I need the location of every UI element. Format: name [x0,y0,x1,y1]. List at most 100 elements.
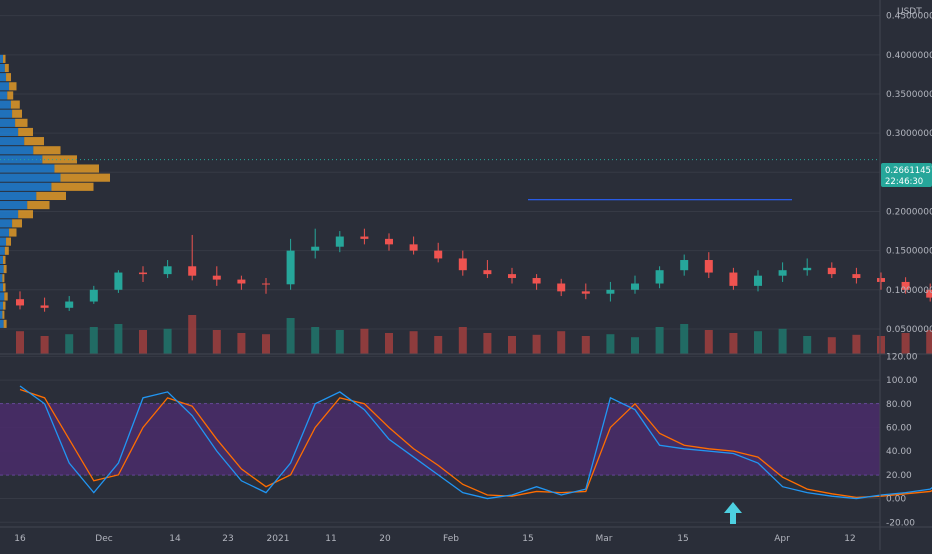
stoch-tick-label: 80.00 [886,400,912,410]
volume-profile-bar [3,264,7,274]
volume-bar [40,336,49,354]
volume-profile-bar [3,319,7,328]
candle-body [311,246,320,251]
volume-bar [286,318,295,354]
candle-body [40,305,49,308]
volume-profile-bar [6,237,11,246]
stoch-tick-label: 40.00 [886,447,912,457]
volume-profile-bar [51,182,94,191]
candlesticks[interactable] [16,8,932,312]
volume-bar [901,333,910,354]
volume-bar [606,334,615,354]
volume-bar [188,315,197,354]
time-tick-label: 11 [325,534,336,544]
volume-profile-bar [0,310,3,319]
volume-bar [827,337,836,354]
volume-profile-bar [0,100,11,109]
candle-body [926,289,932,298]
volume-bar [385,333,393,354]
candle-body [483,270,492,275]
candle-body [114,272,123,290]
volume-bar [335,330,344,354]
stoch-tick-label: 100.00 [886,376,918,386]
time-tick-label: 2021 [267,534,290,544]
stoch-tick-label: 20.00 [886,471,912,481]
candle-body [89,289,98,302]
volume-profile-bar [15,118,28,127]
time-tick-label: 14 [169,534,181,544]
volume-bar [237,333,246,354]
volume-profile-bar [0,219,13,228]
candle-body [458,258,467,271]
candle-body [606,289,615,294]
stoch-k-line [19,385,932,500]
volume-bar [631,337,639,354]
countdown-timer: 22:46:30 [885,177,923,187]
candle-body [581,291,590,294]
candle-body [163,266,172,275]
volume-profile-bar [3,301,6,310]
volume-profile-bar [33,146,61,155]
volume-profile-bar [0,182,52,191]
volume-bar [754,331,762,354]
volume-profile-bar [0,118,16,127]
volume-profile-bar [4,246,9,255]
volume-bar [557,331,566,354]
last-price-value: 0.26611457 [885,166,932,176]
volume-profile-bar [0,237,7,246]
candle-body [852,274,861,279]
volume-profile-bar [0,255,4,264]
time-tick-label: 20 [379,534,391,544]
up-arrow-icon [724,502,742,524]
time-tick-label: Apr [774,534,790,544]
volume-profile-bar [18,210,33,219]
volume-profile-bar [2,310,5,319]
volume-profile-bar [27,201,50,210]
volume-bar [581,336,590,354]
volume-bar [114,324,123,354]
candle-body [237,279,246,284]
volume-bar [89,327,98,354]
volume-bar [532,334,541,354]
volume-bar [163,328,172,354]
candle-body [139,272,147,275]
volume-profile-bar [54,164,99,173]
volume-profile-bar [0,228,10,237]
volume-bar [311,327,320,354]
volume-bar [704,330,713,354]
candle-body [16,299,24,306]
stoch-tick-label: 120.00 [886,352,918,362]
time-tick-label: Feb [443,534,459,544]
candle-body [188,266,197,276]
candle-body [877,278,885,282]
volume-bar [409,331,418,354]
volume-profile-bar [7,91,14,100]
stoch-tick-label: 60.00 [886,423,912,433]
volume-profile-bar [9,82,17,91]
stoch-tick-label: -20.00 [886,518,915,528]
candle-body [262,283,270,285]
volume-profile-bar [0,109,13,118]
volume-profile-bar [0,73,7,82]
candle-body [335,236,344,247]
candle-body [729,272,738,286]
time-tick-label: Dec [95,534,112,544]
candle-body [901,281,910,290]
volume-bar [926,330,932,354]
volume-profile-bar [0,146,34,155]
volume-bar [212,330,221,354]
volume-profile-bar [0,301,4,310]
volume-profile-bar [0,274,3,283]
volume-profile-bar [3,255,6,264]
volume-profile-bar [18,127,33,137]
volume-profile-bar [0,155,43,164]
time-tick-label: 16 [14,534,26,544]
volume-bar [778,328,787,354]
volume-bar [877,336,885,354]
